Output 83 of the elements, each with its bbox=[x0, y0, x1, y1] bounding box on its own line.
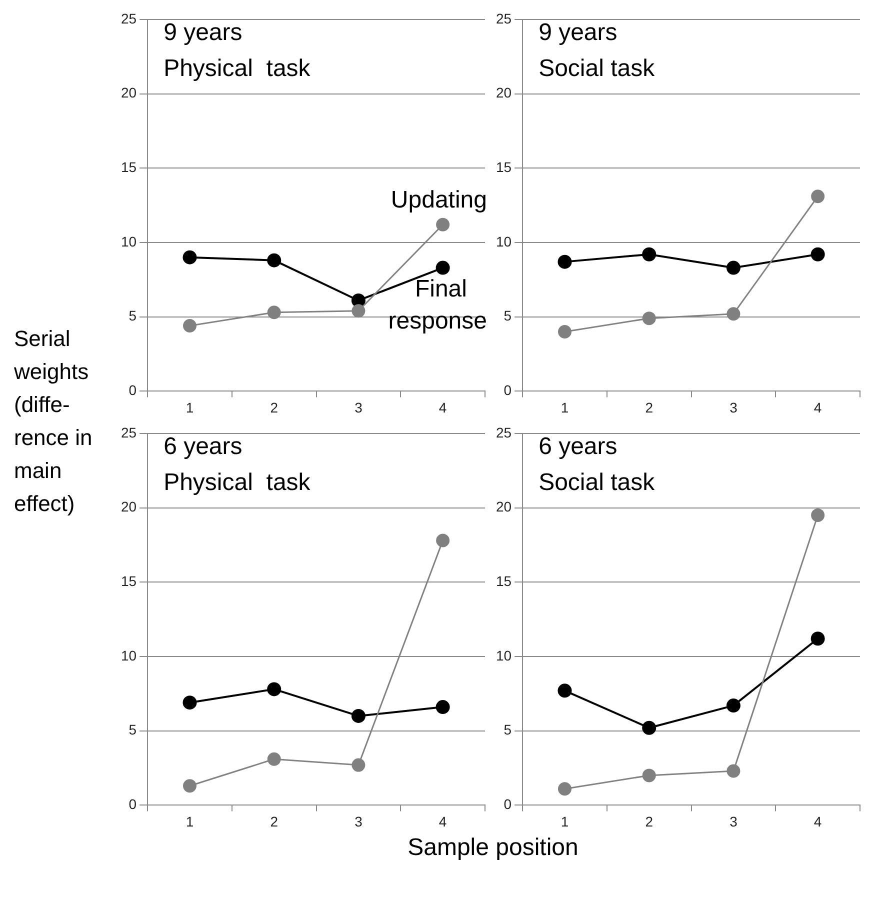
x-tick-label: 3 bbox=[354, 399, 363, 416]
x-tick-label: 2 bbox=[645, 399, 654, 416]
point bbox=[558, 782, 572, 796]
y-tick-label: 20 bbox=[496, 84, 512, 101]
y-tick-label: 20 bbox=[120, 84, 137, 101]
y-tick-label: 5 bbox=[128, 722, 137, 738]
point bbox=[811, 190, 825, 204]
y-tick-label: 0 bbox=[504, 796, 512, 812]
y-tick-label: 0 bbox=[504, 382, 512, 398]
point bbox=[352, 758, 366, 772]
x-tick-label: 1 bbox=[560, 813, 569, 830]
x-axis-title: Sample position bbox=[406, 834, 580, 862]
y-tick-label: 10 bbox=[120, 647, 137, 664]
y-tick-label: 15 bbox=[496, 158, 512, 175]
point bbox=[436, 218, 450, 232]
point bbox=[182, 696, 197, 710]
x-tick-label: 3 bbox=[730, 399, 738, 416]
x-tick-label: 3 bbox=[354, 813, 363, 830]
point bbox=[558, 684, 572, 698]
y-tick-label: 15 bbox=[120, 158, 137, 175]
point bbox=[436, 700, 450, 714]
x-tick-label: 4 bbox=[438, 399, 447, 416]
y-tick-label: 15 bbox=[120, 572, 137, 589]
y-axis-title: Serial weights (diffe-rence in main effect) bbox=[13, 325, 94, 518]
y-tick-label: 0 bbox=[128, 796, 137, 812]
text: Physical task bbox=[164, 55, 312, 82]
y-tick-label: 5 bbox=[504, 722, 512, 738]
y-tick-label: 10 bbox=[496, 647, 512, 664]
chart-title: 6 years bbox=[538, 433, 618, 460]
point bbox=[267, 752, 281, 766]
point bbox=[267, 682, 282, 696]
point bbox=[726, 698, 740, 713]
point bbox=[726, 764, 740, 778]
x-tick-label: 4 bbox=[814, 813, 822, 830]
point bbox=[267, 306, 281, 320]
x-tick-label: 2 bbox=[645, 813, 654, 830]
point bbox=[811, 508, 825, 522]
point bbox=[810, 632, 825, 646]
point bbox=[436, 260, 450, 275]
point bbox=[726, 260, 740, 275]
series-label: Final response bbox=[388, 275, 487, 334]
y-tick-label: 5 bbox=[504, 308, 512, 324]
point bbox=[436, 534, 450, 548]
text: Physical task bbox=[164, 469, 312, 496]
y-tick-label: 10 bbox=[120, 233, 137, 250]
y-tick-label: 25 bbox=[120, 10, 137, 26]
text: Social task bbox=[538, 469, 656, 496]
x-tick-label: 4 bbox=[438, 813, 447, 830]
point bbox=[182, 250, 197, 264]
x-tick-label: 2 bbox=[270, 813, 278, 830]
x-tick-label: 1 bbox=[560, 399, 569, 416]
y-tick-label: 25 bbox=[496, 10, 512, 26]
chart-title: 9 years bbox=[538, 19, 618, 46]
x-tick-label: 2 bbox=[270, 399, 278, 416]
chart-title: 9 years bbox=[164, 19, 242, 46]
x-tick-label: 1 bbox=[186, 399, 194, 416]
x-tick-label: 1 bbox=[186, 813, 194, 830]
y-tick-label: 0 bbox=[128, 382, 137, 398]
series-label: Updating bbox=[390, 186, 487, 214]
y-tick-label: 15 bbox=[496, 572, 512, 589]
y-tick-label: 20 bbox=[120, 498, 137, 515]
point bbox=[558, 324, 572, 338]
y-tick-label: 25 bbox=[496, 424, 512, 440]
point bbox=[558, 254, 572, 269]
point bbox=[642, 720, 656, 735]
text: Social task bbox=[538, 55, 656, 82]
chart-title: 6 years bbox=[164, 433, 242, 460]
point bbox=[726, 307, 740, 321]
y-tick-label: 20 bbox=[496, 498, 512, 515]
y-tick-label: 10 bbox=[496, 233, 512, 250]
point bbox=[351, 708, 366, 723]
point bbox=[642, 768, 656, 782]
point bbox=[810, 247, 825, 262]
point bbox=[183, 779, 196, 793]
point bbox=[183, 319, 196, 333]
point bbox=[352, 304, 366, 318]
x-tick-label: 4 bbox=[814, 399, 822, 416]
y-tick-label: 25 bbox=[120, 424, 137, 440]
y-tick-label: 5 bbox=[128, 308, 137, 324]
x-tick-label: 3 bbox=[730, 813, 738, 830]
point bbox=[642, 312, 656, 326]
point bbox=[642, 247, 656, 262]
point bbox=[267, 253, 282, 268]
